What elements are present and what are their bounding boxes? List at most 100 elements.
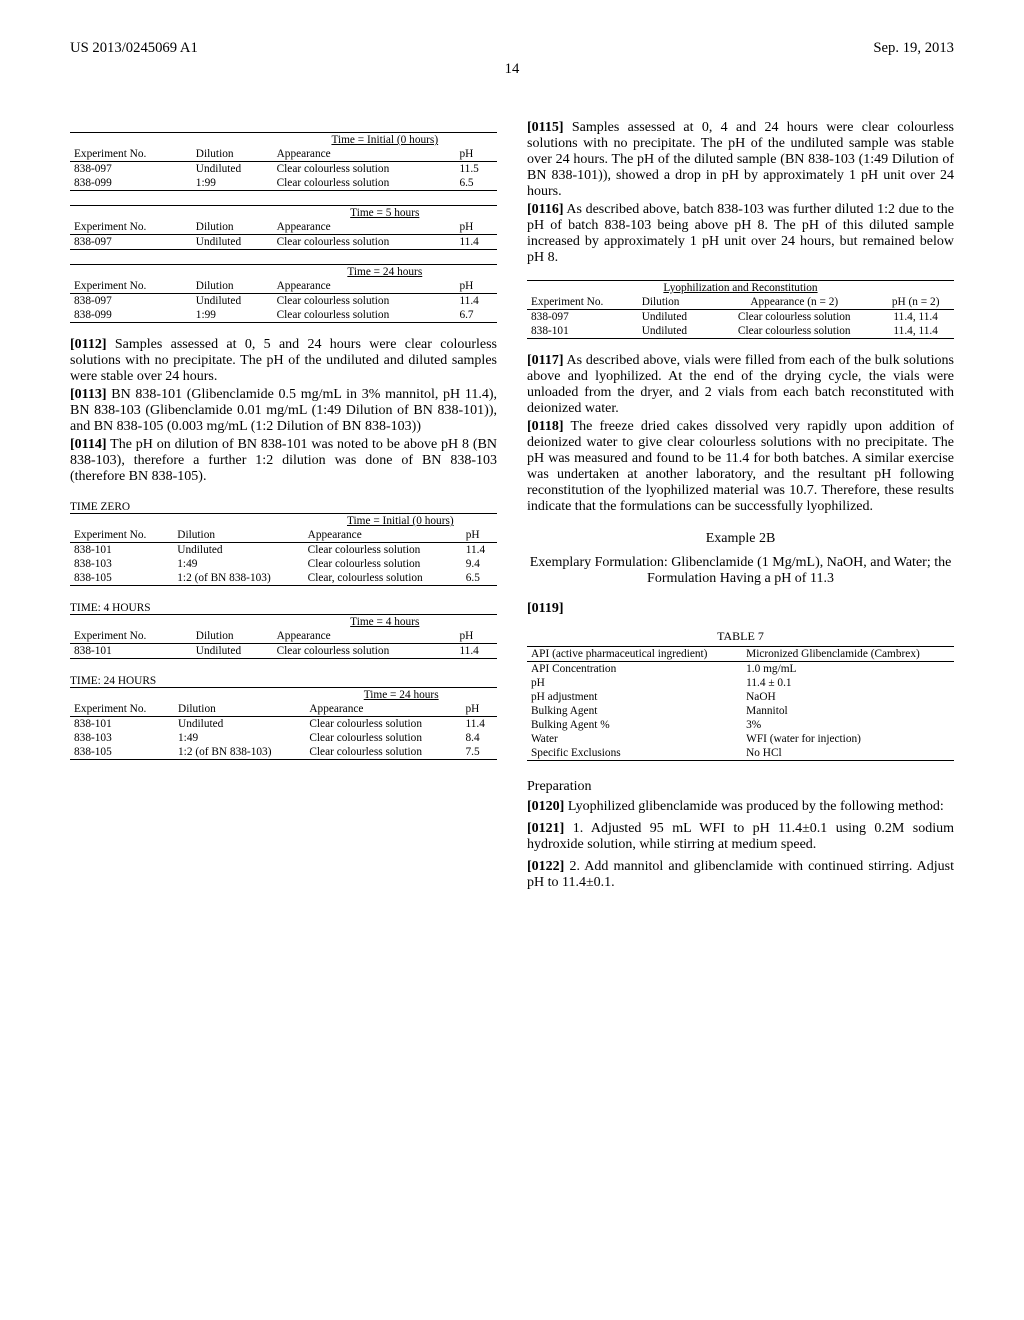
cell: 6.5 xyxy=(455,176,497,191)
cell: 11.4, 11.4 xyxy=(877,310,954,325)
cell: Undiluted xyxy=(173,543,303,558)
right-column: [0115] Samples assessed at 0, 4 and 24 h… xyxy=(527,118,954,897)
col-header: Dilution xyxy=(192,629,273,644)
cell: 838-097 xyxy=(70,162,192,177)
col-header: Dilution xyxy=(173,528,303,543)
col-header: Experiment No. xyxy=(70,147,192,162)
table-7: API (active pharmaceutical ingredient) M… xyxy=(527,646,954,761)
para-num: [0121] xyxy=(527,821,564,836)
para-num: [0122] xyxy=(527,859,564,874)
cell: 838-099 xyxy=(70,176,192,191)
cell: No HCl xyxy=(742,746,954,761)
cell: Undiluted xyxy=(638,310,711,325)
cell: Bulking Agent % xyxy=(527,718,742,732)
page-header: US 2013/0245069 A1 Sep. 19, 2013 xyxy=(70,40,954,57)
publication-date: Sep. 19, 2013 xyxy=(873,40,954,57)
cell: Undiluted xyxy=(192,294,273,309)
table-7-heading-1: API (active pharmaceutical ingredient) xyxy=(527,647,742,662)
cell: Clear colourless solution xyxy=(273,294,456,309)
cell: Clear colourless solution xyxy=(305,731,461,745)
cell: NaOH xyxy=(742,690,954,704)
table-time-header: Time = Initial (0 hours) xyxy=(331,134,438,146)
table-time-0b: Time = Initial (0 hours) Experiment No. … xyxy=(70,513,497,586)
col-header: Dilution xyxy=(192,220,273,235)
para-num: [0118] xyxy=(527,419,564,434)
para-text: Samples assessed at 0, 4 and 24 hours we… xyxy=(527,120,954,199)
table-time-header: Time = Initial (0 hours) xyxy=(347,515,454,527)
cell: Undiluted xyxy=(192,235,273,250)
cell: Clear colourless solution xyxy=(711,324,877,339)
col-header: Appearance xyxy=(273,220,456,235)
paragraph-0119: [0119] xyxy=(527,601,954,617)
preparation-heading: Preparation xyxy=(527,779,954,795)
cell: 838-097 xyxy=(527,310,638,325)
cell: 838-101 xyxy=(70,644,192,659)
table-caption: TIME: 24 HOURS xyxy=(70,675,497,687)
cell: 11.5 xyxy=(455,162,497,177)
para-num: [0120] xyxy=(527,799,564,814)
col-header: pH xyxy=(455,629,497,644)
cell: 8.4 xyxy=(462,731,498,745)
cell: 9.4 xyxy=(462,557,497,571)
col-header: Appearance xyxy=(273,629,456,644)
paragraph-0114: [0114] The pH on dilution of BN 838-101 … xyxy=(70,437,497,485)
cell: 838-101 xyxy=(527,324,638,339)
cell: 11.4 xyxy=(462,717,498,732)
table-time-header: Time = 24 hours xyxy=(347,266,422,278)
cell: 11.4 ± 0.1 xyxy=(742,676,954,690)
cell: 1.0 mg/mL xyxy=(742,662,954,677)
cell: 838-097 xyxy=(70,294,192,309)
col-header: Appearance xyxy=(304,528,462,543)
paragraph-0117: [0117] As described above, vials were fi… xyxy=(527,353,954,417)
para-text: BN 838-101 (Glibenclamide 0.5 mg/mL in 3… xyxy=(70,387,497,434)
cell: 11.4 xyxy=(455,294,497,309)
col-header: Experiment No. xyxy=(70,220,192,235)
table-time-24a: Time = 24 hours Experiment No. Dilution … xyxy=(70,264,497,323)
cell: Clear colourless solution xyxy=(304,557,462,571)
cell: Water xyxy=(527,732,742,746)
col-header: pH (n = 2) xyxy=(877,295,954,310)
cell: 1:99 xyxy=(192,308,273,323)
cell: pH xyxy=(527,676,742,690)
cell: 1:49 xyxy=(174,731,305,745)
col-header: Dilution xyxy=(192,147,273,162)
cell: 11.4 xyxy=(462,543,497,558)
cell: Undiluted xyxy=(174,717,305,732)
para-text: The freeze dried cakes dissolved very ra… xyxy=(527,419,954,514)
col-header: Experiment No. xyxy=(70,702,174,717)
para-text: Samples assessed at 0, 5 and 24 hours we… xyxy=(70,337,497,384)
cell: 7.5 xyxy=(462,745,498,760)
para-text: 2. Add mannitol and glibenclamide with c… xyxy=(527,859,954,890)
cell: pH adjustment xyxy=(527,690,742,704)
cell: 11.4 xyxy=(455,235,497,250)
table-7-label: TABLE 7 xyxy=(527,629,954,644)
cell: 1:49 xyxy=(173,557,303,571)
col-header: Dilution xyxy=(638,295,711,310)
cell: 838-105 xyxy=(70,571,173,586)
col-header: pH xyxy=(455,279,497,294)
cell: 1:2 (of BN 838-103) xyxy=(174,745,305,760)
cell: 838-097 xyxy=(70,235,192,250)
para-num: [0112] xyxy=(70,337,107,352)
cell: Clear colourless solution xyxy=(273,644,456,659)
cell: 838-101 xyxy=(70,717,174,732)
cell: 6.5 xyxy=(462,571,497,586)
para-num: [0119] xyxy=(527,601,564,616)
col-header: Appearance xyxy=(305,702,461,717)
cell: Clear colourless solution xyxy=(273,235,456,250)
table-time-header: Time = 4 hours xyxy=(350,616,419,628)
col-header: Dilution xyxy=(174,702,305,717)
cell: Clear colourless solution xyxy=(304,543,462,558)
para-num: [0114] xyxy=(70,437,107,452)
cell: 838-103 xyxy=(70,731,174,745)
cell: Undiluted xyxy=(192,162,273,177)
cell: 6.7 xyxy=(455,308,497,323)
cell: 1:99 xyxy=(192,176,273,191)
col-header: Appearance xyxy=(273,147,456,162)
para-text: 1. Adjusted 95 mL WFI to pH 11.4±0.1 usi… xyxy=(527,821,954,852)
cell: Mannitol xyxy=(742,704,954,718)
col-header: Appearance xyxy=(273,279,456,294)
table-time-header: Time = 24 hours xyxy=(364,689,439,701)
cell: Undiluted xyxy=(638,324,711,339)
cell: 3% xyxy=(742,718,954,732)
